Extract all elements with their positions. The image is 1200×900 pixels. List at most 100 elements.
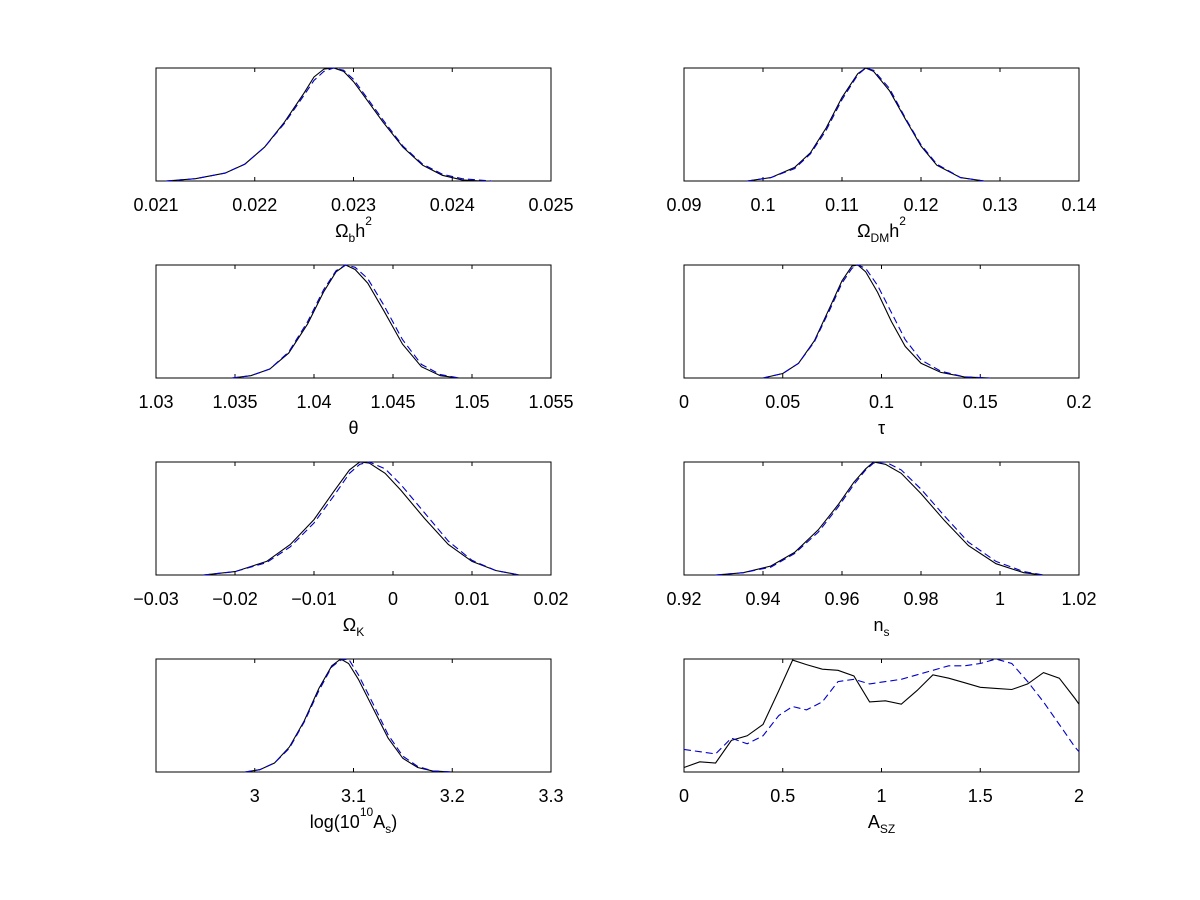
- dashed-series-line: [231, 264, 460, 379]
- x-axis-label: ΩK: [343, 615, 364, 639]
- axes-frame: [683, 658, 1080, 773]
- x-tick-label: 1: [876, 786, 886, 806]
- x-axis-label-part: ): [391, 812, 397, 832]
- axes-frame: [683, 461, 1080, 576]
- x-tick-label: 3: [250, 786, 260, 806]
- solid-series-line: [244, 658, 453, 773]
- x-tick-label: 0.09: [666, 195, 701, 215]
- x-axis-label-part: b: [349, 231, 356, 245]
- x-axis-label-part: h: [889, 221, 899, 241]
- x-tick-label: 0.98: [903, 589, 938, 609]
- x-tick-label: 0.05: [765, 392, 800, 412]
- x-tick-label: 0.94: [745, 589, 780, 609]
- x-axis-label-part: 2: [365, 214, 372, 228]
- x-tick-label: 1.03: [138, 392, 173, 412]
- axes-frame: [683, 264, 1080, 379]
- x-axis-label-part: SZ: [880, 822, 895, 836]
- x-tick-label: 0.13: [982, 195, 1017, 215]
- x-axis-label: log(1010As): [310, 805, 397, 836]
- dashed-series-line: [203, 461, 520, 576]
- x-tick-label: 0.12: [903, 195, 938, 215]
- axes-frame: [155, 264, 552, 379]
- x-tick-label: 0.15: [963, 392, 998, 412]
- x-tick-label: 0: [388, 589, 398, 609]
- panel-6: 0.92 0.94 0.96 0.98 1 1.02 ns: [666, 461, 1097, 639]
- x-axis-label-part: log(10: [310, 812, 360, 832]
- x-axis-label-part: 10: [360, 805, 374, 819]
- x-axis-label: ASZ: [868, 812, 895, 836]
- x-tick-label: 1.045: [370, 392, 415, 412]
- x-tick-label: 3.2: [440, 786, 465, 806]
- panel-2: 0.09 0.1 0.11 0.12 0.13 0.14 ΩDMh2: [666, 67, 1097, 245]
- x-tick-label: −0.01: [291, 589, 337, 609]
- x-tick-label: 0.022: [232, 195, 277, 215]
- dashed-series-line: [244, 658, 453, 773]
- dashed-series-line: [747, 67, 985, 182]
- solid-series-line: [715, 461, 1044, 576]
- x-tick-label: 0.5: [770, 786, 795, 806]
- x-axis-label-part: A: [373, 812, 385, 832]
- axes-frame: [155, 461, 552, 576]
- panel-5: −0.03 −0.02 −0.01 0 0.01 0.02 ΩK: [133, 461, 569, 639]
- x-axis-label: τ: [878, 418, 885, 438]
- dashed-series-line: [762, 264, 991, 379]
- x-axis-label-part: Ω: [343, 615, 356, 635]
- x-tick-label: 1.5: [968, 786, 993, 806]
- x-tick-label: 1.02: [1061, 589, 1096, 609]
- x-tick-label: 0.025: [528, 195, 573, 215]
- x-tick-label: 0: [679, 392, 689, 412]
- x-axis-label: θ: [348, 418, 358, 438]
- dashed-series-line: [715, 461, 1044, 576]
- x-tick-label: 0.92: [666, 589, 701, 609]
- x-tick-label: 1.05: [454, 392, 489, 412]
- axes-frame: [683, 67, 1080, 182]
- x-axis-label-part: s: [884, 625, 890, 639]
- x-tick-label: 0.021: [133, 195, 178, 215]
- x-axis-label: Ωbh2: [335, 214, 372, 245]
- x-tick-label: 0.11: [825, 195, 859, 215]
- panel-4: 0 0.05 0.1 0.15 0.2 τ: [679, 264, 1092, 438]
- panel-8: 0 0.5 1 1.5 2 ASZ: [679, 658, 1084, 836]
- x-tick-label: 3.1: [341, 786, 366, 806]
- x-axis-label-part: K: [356, 625, 364, 639]
- x-tick-label: 0.14: [1061, 195, 1096, 215]
- solid-series-line: [747, 67, 985, 182]
- x-axis-label-part: 2: [899, 214, 906, 228]
- axes-frame: [155, 658, 552, 773]
- x-axis-label: ns: [873, 615, 889, 639]
- solid-series-line: [762, 264, 991, 379]
- dashed-series-line: [683, 658, 1080, 755]
- panel-3: 1.03 1.035 1.04 1.045 1.05 1.055 θ: [138, 264, 574, 438]
- x-tick-label: 0.2: [1066, 392, 1091, 412]
- x-axis-label-part: n: [873, 615, 883, 635]
- axes-frame: [155, 67, 552, 182]
- x-tick-label: 3.3: [538, 786, 563, 806]
- x-tick-label: 2: [1074, 786, 1084, 806]
- x-tick-label: −0.02: [212, 589, 258, 609]
- x-axis-label-part: A: [868, 812, 880, 832]
- x-tick-label: 1: [995, 589, 1005, 609]
- x-tick-label: 0.1: [750, 195, 775, 215]
- x-tick-label: 0.023: [331, 195, 376, 215]
- x-axis-label-part: h: [355, 221, 365, 241]
- x-tick-label: 0.1: [869, 392, 894, 412]
- panel-7: 3 3.1 3.2 3.3 log(1010As): [155, 658, 564, 836]
- x-tick-label: 1.04: [296, 392, 331, 412]
- x-axis-label-part: θ: [348, 418, 358, 438]
- x-tick-label: 1.055: [528, 392, 573, 412]
- x-axis-label-part: Ω: [857, 221, 870, 241]
- x-tick-label: 0.01: [454, 589, 489, 609]
- x-axis-label-part: DM: [871, 231, 890, 245]
- x-tick-label: 0.96: [824, 589, 859, 609]
- x-axis-label-part: s: [385, 822, 391, 836]
- x-axis-label-part: Ω: [335, 221, 348, 241]
- panel-1: 0.021 0.022 0.023 0.024 0.025 Ωbh2: [133, 67, 574, 245]
- x-tick-label: 0.02: [533, 589, 568, 609]
- solid-series-line: [203, 461, 520, 576]
- x-tick-label: 0.024: [430, 195, 475, 215]
- x-tick-label: 1.035: [212, 392, 257, 412]
- dashed-series-line: [165, 67, 492, 182]
- x-axis-label-part: τ: [878, 418, 885, 438]
- solid-series-line: [683, 659, 1080, 769]
